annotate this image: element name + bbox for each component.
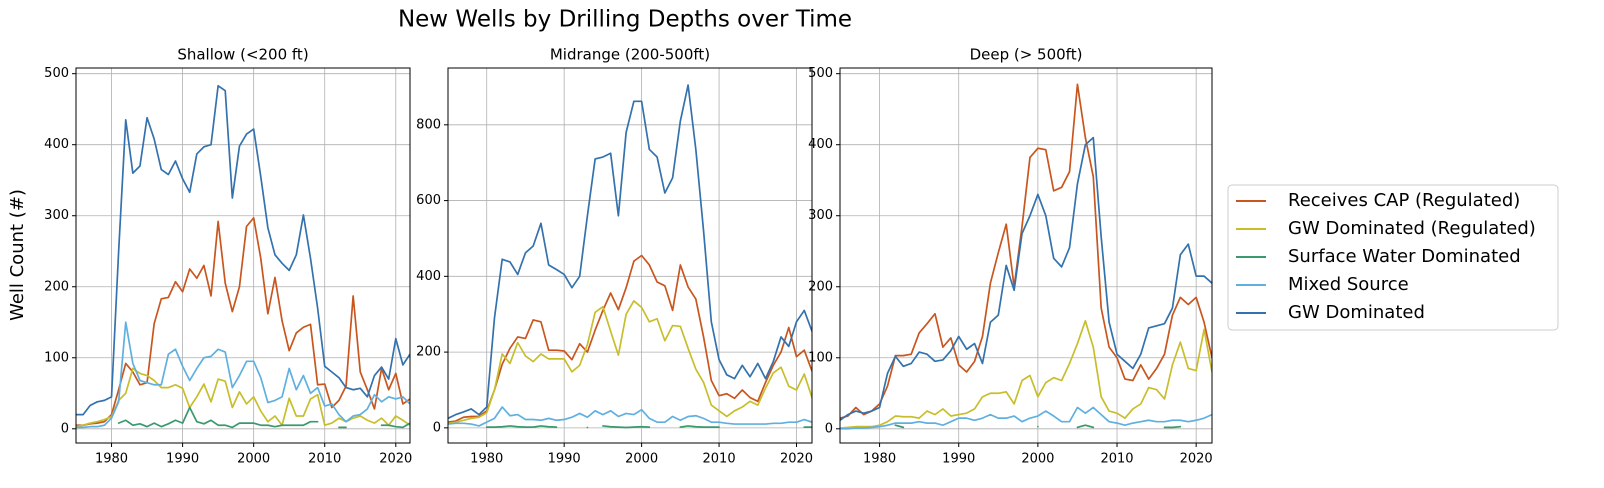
series-line	[76, 84, 410, 416]
x-tick-label: 2010	[703, 452, 736, 467]
x-tick-label: 2000	[1021, 452, 1054, 467]
plot-frame	[839, 67, 1213, 444]
y-tick-label: 200	[808, 279, 833, 294]
subplot-title: Deep (> 500ft)	[970, 46, 1083, 64]
legend-label: Receives CAP (Regulated)	[1288, 190, 1520, 211]
y-tick-label: 100	[808, 350, 833, 365]
legend-label: Mixed Source	[1288, 274, 1409, 295]
x-tick-label: 2020	[379, 452, 412, 467]
x-tick-label: 2020	[780, 452, 813, 467]
y-tick-label: 0	[433, 420, 441, 435]
legend-box	[1227, 184, 1559, 331]
y-tick-label: 200	[416, 345, 441, 360]
x-tick-label: 1980	[470, 452, 503, 467]
series-line	[76, 321, 410, 429]
plot-frame	[447, 67, 813, 444]
x-tick-label: 2010	[1100, 452, 1133, 467]
y-tick-label: 200	[44, 279, 69, 294]
y-tick-label: 0	[61, 421, 69, 436]
y-tick-label: 500	[44, 66, 69, 81]
series-line	[840, 319, 1212, 429]
x-tick-label: 1990	[166, 452, 199, 467]
y-tick-label: 300	[44, 208, 69, 223]
series-line	[840, 406, 1212, 430]
subplot-title: Midrange (200-500ft)	[550, 46, 710, 64]
series-line	[448, 300, 812, 425]
y-tick-label: 400	[808, 137, 833, 152]
y-tick-label: 600	[416, 193, 441, 208]
y-tick-label: 0	[825, 421, 833, 436]
x-tick-label: 2020	[1180, 452, 1213, 467]
series-line	[840, 136, 1212, 422]
plot-frame	[75, 67, 411, 444]
x-tick-label: 2000	[237, 452, 270, 467]
legend: Receives CAP (Regulated) GW Dominated (Re…	[1227, 184, 1559, 331]
x-tick-label: 1980	[95, 452, 128, 467]
legend-label: GW Dominated	[1288, 302, 1425, 323]
y-tick-label: 400	[416, 269, 441, 284]
y-tick-label: 500	[808, 66, 833, 81]
series-line	[485, 425, 812, 429]
series-line	[448, 254, 812, 424]
legend-label: GW Dominated (Regulated)	[1288, 218, 1536, 239]
figure-title: New Wells by Drilling Depths over Time	[398, 7, 852, 33]
y-axis-label: Well Count (#)	[7, 189, 28, 321]
series-line	[840, 83, 1212, 419]
y-tick-label: 300	[808, 208, 833, 223]
y-tick-label: 800	[416, 117, 441, 132]
x-tick-label: 1990	[942, 452, 975, 467]
x-tick-label: 1990	[548, 452, 581, 467]
series-line	[448, 84, 812, 420]
series-line	[117, 406, 410, 429]
x-tick-label: 1980	[863, 452, 896, 467]
x-tick-label: 2000	[625, 452, 658, 467]
series-line	[448, 406, 812, 427]
legend-label: Surface Water Dominated	[1288, 246, 1521, 267]
y-tick-label: 400	[44, 137, 69, 152]
series-line	[76, 367, 410, 428]
subplot-title: Shallow (<200 ft)	[177, 46, 308, 64]
series-line	[894, 424, 1182, 429]
y-tick-label: 100	[44, 350, 69, 365]
x-tick-label: 2010	[308, 452, 341, 467]
